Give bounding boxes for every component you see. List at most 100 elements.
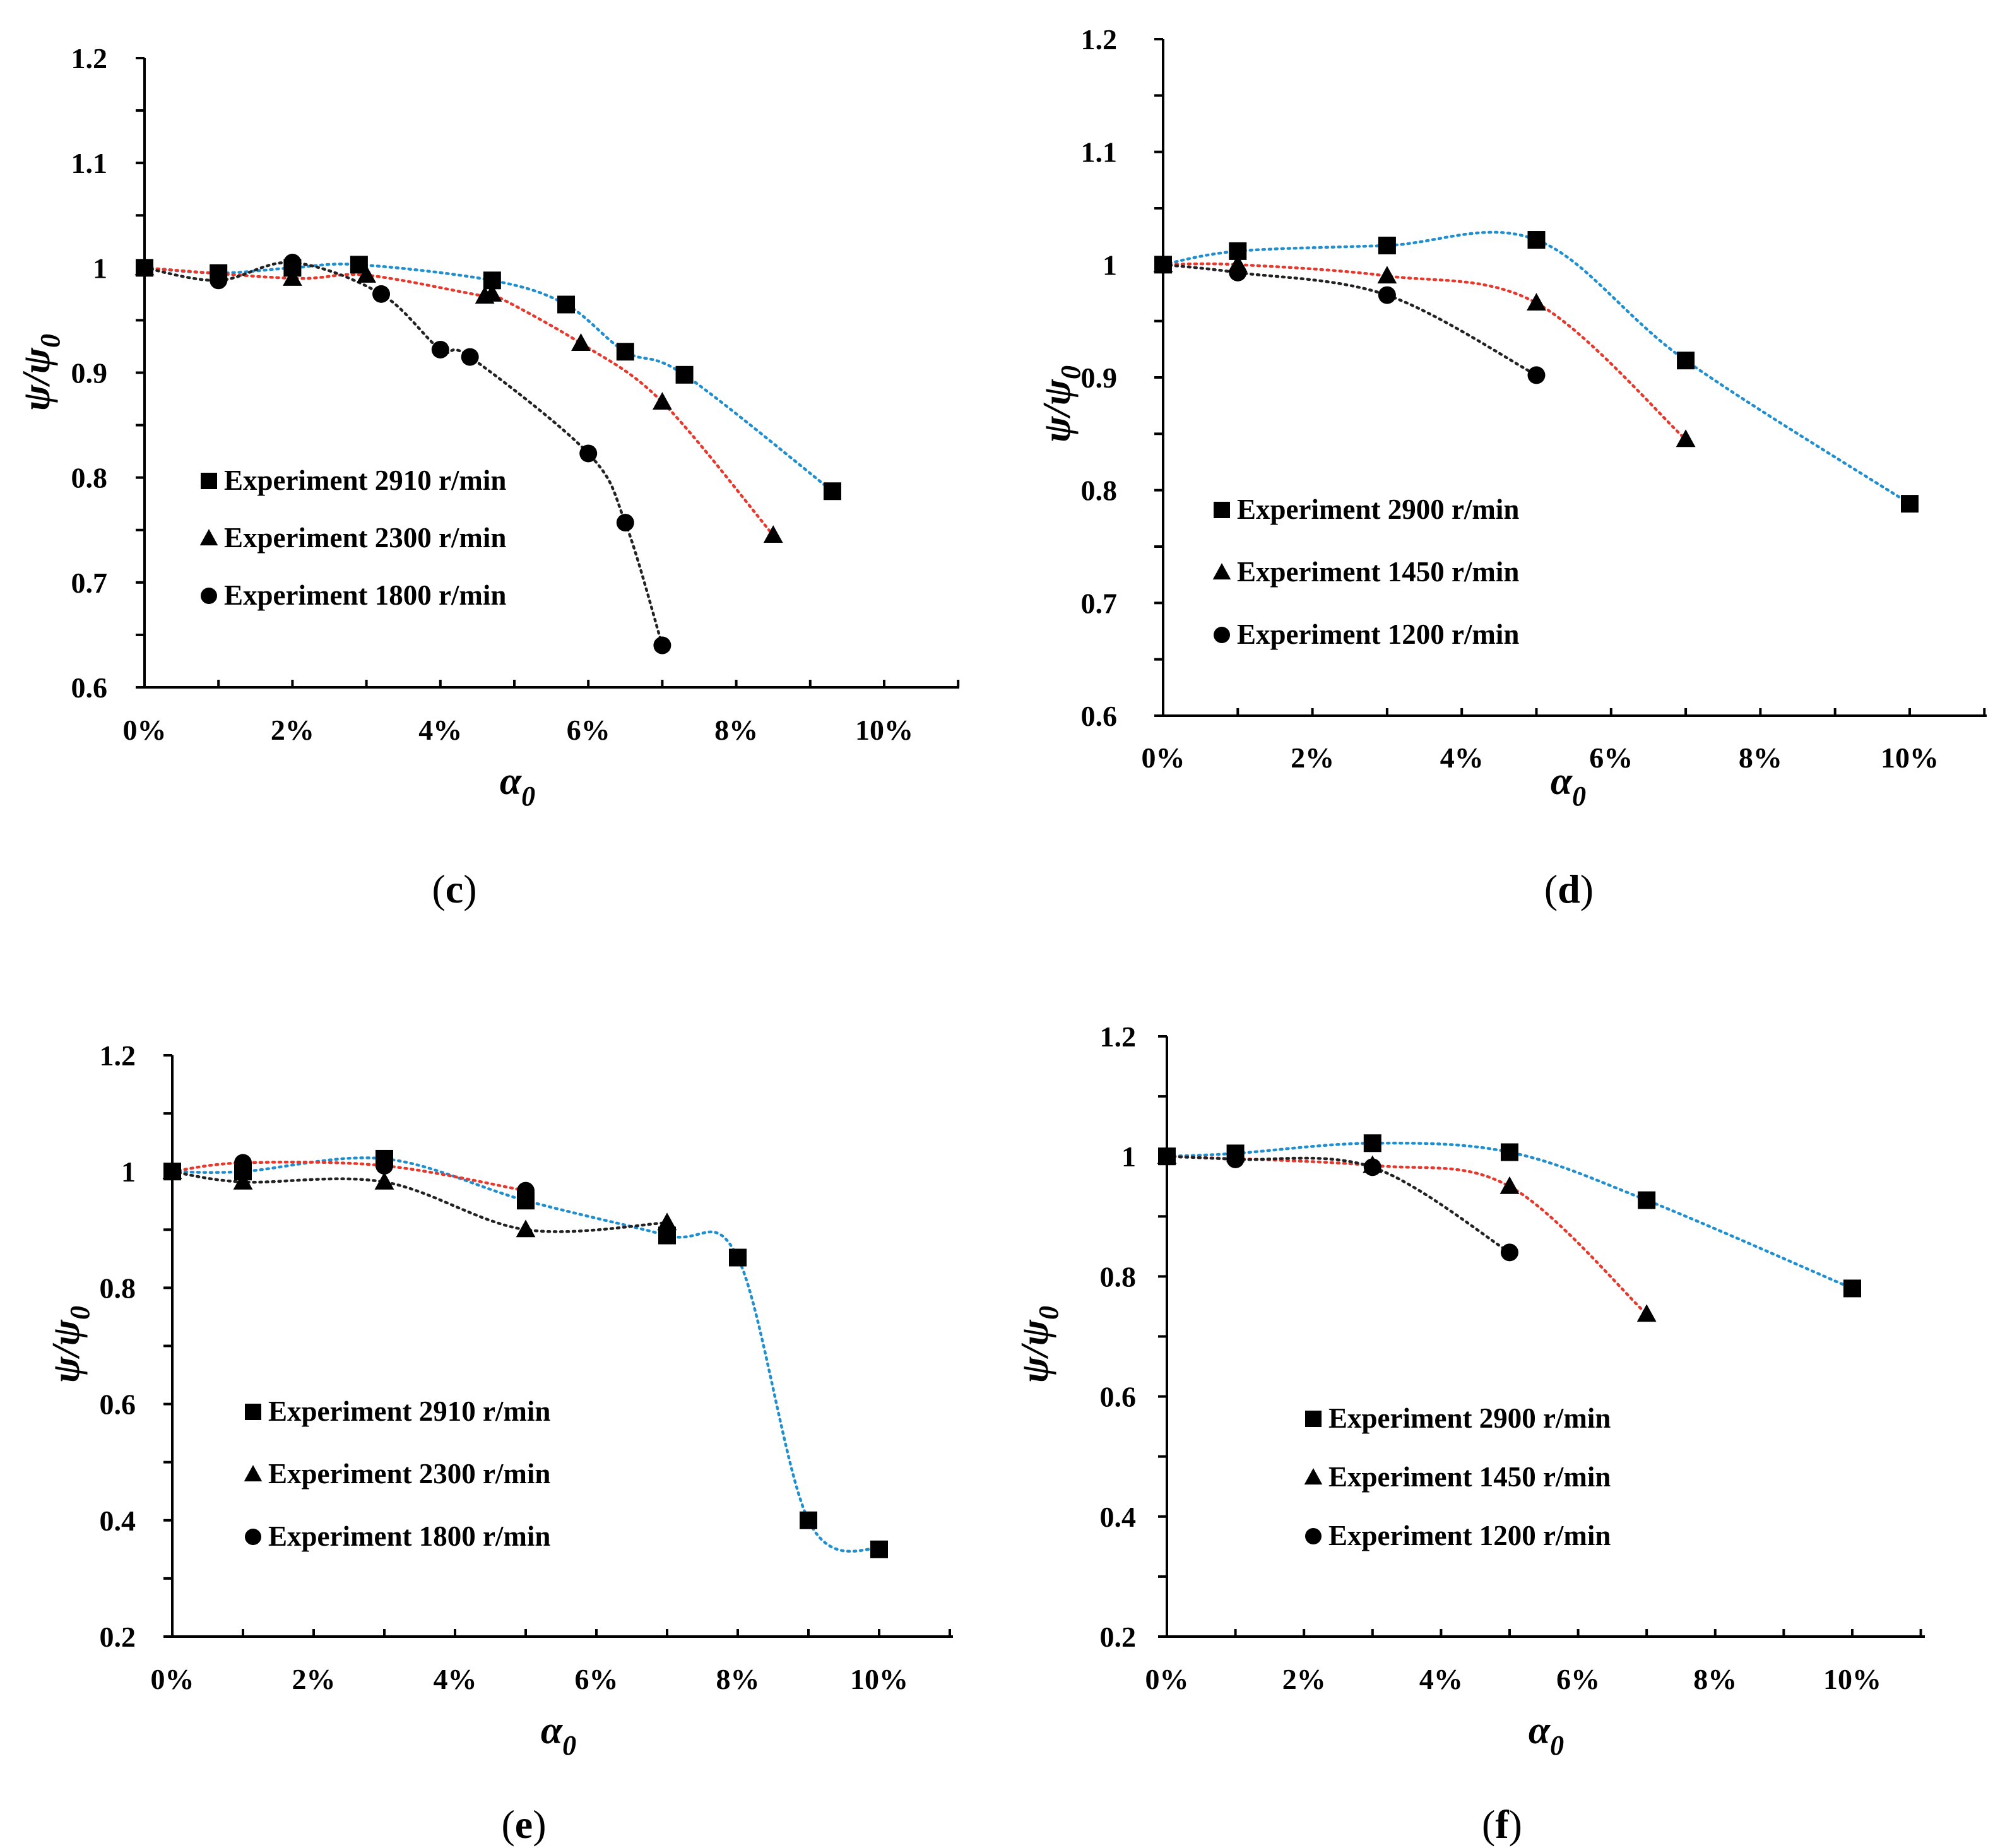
x-tick-label: 6%: [567, 714, 610, 746]
data-point-triangle: [516, 1219, 536, 1238]
data-point-square: [1677, 352, 1695, 370]
legend-marker-triangle: [199, 529, 218, 546]
data-point-circle: [616, 514, 634, 532]
legend-label: Experiment 2900 r/min: [1237, 494, 1519, 525]
trend-line-0: [170, 1156, 881, 1553]
y-tick-label: 1.2: [71, 42, 108, 74]
trend-line-1: [1161, 262, 1688, 441]
data-point-square: [1363, 1134, 1381, 1152]
y-axis-title: ψ/ψ0: [1036, 365, 1086, 442]
data-point-triangle: [233, 1171, 253, 1190]
data-point-triangle: [1377, 266, 1397, 284]
x-tick-label: 6%: [1556, 1663, 1600, 1695]
y-tick-label: 1.2: [1100, 1021, 1137, 1053]
y-axis-title: ψ/ψ0: [15, 334, 66, 411]
legend-label: Experiment 2900 r/min: [1328, 1402, 1611, 1434]
panel-caption: (e): [501, 1802, 546, 1847]
trend-line-2: [170, 1160, 528, 1192]
x-tick-label: 10%: [850, 1663, 908, 1695]
data-point-square: [1638, 1191, 1656, 1209]
y-tick-label: 1: [121, 1156, 136, 1188]
legend-label: Experiment 1450 r/min: [1328, 1461, 1611, 1493]
y-tick-label: 0.2: [1100, 1621, 1137, 1653]
data-point-circle: [431, 340, 449, 358]
data-point-triangle: [482, 283, 502, 302]
legend-label: Experiment 2300 r/min: [224, 522, 506, 554]
x-tick-label: 10%: [855, 714, 913, 746]
y-tick-label: 1.1: [1081, 136, 1118, 169]
y-tick-label: 0.4: [100, 1505, 136, 1537]
x-tick-label: 10%: [1823, 1663, 1881, 1695]
panel-f: 0% 2% 4% 6% 8% 10% 0.2 0.4 0.6 0.8 1 1.2 α0 ψ/ψ0 Exper…: [1014, 1021, 1925, 1847]
x-tick-label: 0%: [123, 714, 167, 746]
data-point-circle: [579, 444, 598, 463]
data-point-circle: [1154, 256, 1172, 274]
data-point-square: [557, 295, 576, 314]
y-axis-title: ψ/ψ0: [1014, 1306, 1064, 1383]
legend-label: Experiment 1800 r/min: [224, 579, 506, 611]
y-tick-label: 0.7: [71, 567, 108, 599]
x-tick-label: 4%: [1440, 742, 1484, 774]
data-point-square: [729, 1248, 747, 1267]
x-tick-label: 8%: [716, 1663, 760, 1695]
trend-line-2: [1161, 263, 1538, 377]
legend-label: Experiment 1200 r/min: [1237, 619, 1519, 650]
x-tick-label: 8%: [1693, 1663, 1737, 1695]
legend-label: Experiment 1800 r/min: [268, 1520, 550, 1552]
data-point-circle: [1378, 286, 1396, 304]
data-point-circle: [517, 1182, 535, 1200]
data-point-triangle: [374, 1171, 394, 1190]
data-point-circle: [1363, 1158, 1381, 1176]
data-point-triangle: [357, 265, 376, 283]
data-point-square: [800, 1511, 817, 1529]
data-point-circle: [1158, 1147, 1176, 1166]
data-point-square: [1501, 1143, 1518, 1161]
data-point-circle: [1527, 366, 1546, 384]
trend-line-0: [1161, 230, 1912, 506]
data-point-square: [616, 343, 634, 361]
y-tick-label: 1: [1103, 249, 1117, 281]
legend-marker-circle: [1305, 1528, 1322, 1544]
y-tick-label: 0.8: [1081, 475, 1118, 507]
y-tick-label: 1.2: [1081, 23, 1118, 56]
data-point-circle: [234, 1154, 252, 1172]
legend-marker-triangle: [244, 1465, 263, 1482]
legend-marker-triangle: [1304, 1468, 1323, 1485]
legend-marker-square: [201, 473, 217, 489]
panel-e: 0% 2% 4% 6% 8% 10% 0.2 0.4 0.6 0.8 1 1.2 α0 ψ/ψ0 Exper…: [45, 1040, 953, 1847]
legend-label: Experiment 1200 r/min: [1328, 1520, 1611, 1551]
y-tick-label: 0.8: [100, 1272, 136, 1304]
legend-label: Experiment 2910 r/min: [268, 1395, 550, 1427]
y-tick-label: 0.6: [100, 1389, 136, 1421]
legend-marker-square: [1214, 502, 1230, 518]
legend-marker-square: [1305, 1411, 1322, 1427]
data-point-triangle: [1499, 1176, 1520, 1194]
y-tick-label: 0.6: [1081, 700, 1118, 732]
legend-label: Experiment 1450 r/min: [1237, 556, 1519, 588]
data-point-circle: [372, 285, 391, 303]
x-tick-label: 0%: [1145, 1663, 1189, 1695]
y-tick-label: 0.9: [71, 357, 108, 389]
data-point-circle: [283, 254, 302, 272]
panel-caption: (f): [1482, 1802, 1522, 1847]
panel-caption: (c): [432, 867, 476, 911]
panel-c: 0% 2% 4% 6% 8% 10% 0.6 0.7 0.8 0.9 1 1.1 1.2 α0 ψ/ψ0 Ex…: [15, 42, 960, 911]
y-tick-label: 0.7: [1081, 587, 1118, 619]
data-point-triangle: [763, 525, 783, 543]
data-point-square: [675, 365, 694, 384]
x-tick-label: 4%: [434, 1663, 477, 1695]
data-point-circle: [653, 636, 671, 654]
x-axis-title: α0: [1529, 1709, 1564, 1761]
y-tick-label: 1.2: [100, 1040, 136, 1072]
legend-marker-circle: [245, 1529, 261, 1545]
data-point-triangle: [1676, 429, 1696, 447]
legend-marker-triangle: [1212, 563, 1231, 580]
data-point-square: [1378, 236, 1396, 254]
x-tick-label: 6%: [1589, 742, 1633, 774]
data-point-circle: [461, 348, 479, 366]
data-point-circle: [1229, 263, 1247, 281]
data-point-triangle: [1636, 1304, 1657, 1322]
y-tick-label: 0.6: [1100, 1381, 1137, 1413]
y-axis-title: ψ/ψ0: [45, 1306, 95, 1383]
